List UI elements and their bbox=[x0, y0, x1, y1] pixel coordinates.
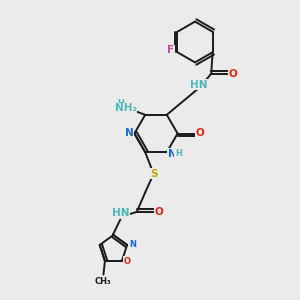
Text: NH₂: NH₂ bbox=[115, 103, 137, 113]
Text: CH₃: CH₃ bbox=[95, 277, 112, 286]
Text: H: H bbox=[175, 149, 181, 158]
Text: N: N bbox=[129, 241, 136, 250]
Text: H: H bbox=[117, 99, 124, 108]
Text: F: F bbox=[167, 45, 174, 56]
Text: O: O bbox=[228, 69, 237, 79]
Text: HN: HN bbox=[112, 208, 129, 218]
Text: O: O bbox=[155, 207, 164, 217]
Text: O: O bbox=[124, 256, 131, 266]
Text: N: N bbox=[124, 128, 134, 139]
Text: O: O bbox=[196, 128, 205, 139]
Text: S: S bbox=[150, 169, 158, 179]
Text: N: N bbox=[168, 149, 177, 159]
Text: HN: HN bbox=[190, 80, 207, 90]
